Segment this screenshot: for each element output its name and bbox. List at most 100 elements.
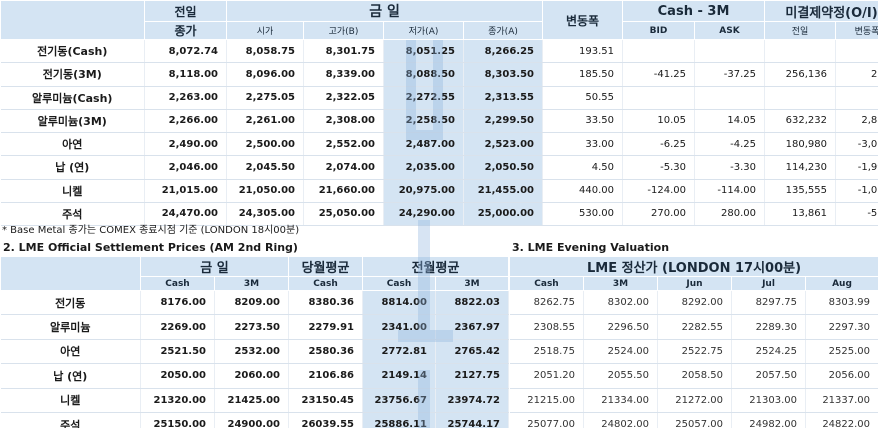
table-row: 주석 24,470.00 24,305.00 25,050.00 24,290.00 25… (0, 202, 878, 227)
cash-cell: 25077.00 (509, 412, 584, 428)
oi-change-cell (835, 86, 878, 110)
table-row: 니켈 21320.00 21425.00 23150.45 23756.67 23974.… (0, 388, 510, 413)
3m-cell: 21425.00 (214, 388, 290, 413)
oi-change-cell: -3,038 (835, 132, 878, 157)
bid-cell: -124.00 (622, 179, 696, 203)
prev-close-cell: 2,263.00 (144, 86, 227, 110)
3m-header: 3M (583, 276, 658, 291)
change-cell: 440.00 (542, 179, 624, 203)
change-cell: 530.00 (542, 202, 624, 227)
bid-cell (622, 39, 696, 64)
valuation-header: LME 정산가 (LONDON 17시00분) (508, 256, 878, 277)
close-cell: 2,050.50 (463, 155, 544, 180)
table-row: 아연 2,490.00 2,500.00 2,552.00 2,487.00 2,523.… (0, 132, 878, 157)
close-cell: 21,455.00 (463, 179, 544, 203)
high-cell: 2,308.00 (303, 109, 384, 134)
prev-month-3m-cell: 25744.17 (435, 412, 510, 428)
cash-cell: 8176.00 (140, 290, 215, 316)
prev-close-subheader: 종가 (144, 21, 227, 40)
jul-cell: 2524.25 (731, 339, 806, 365)
prev-month-cash-cell: 2772.81 (362, 339, 437, 365)
table-row: 25077.00 24802.00 25057.00 24982.00 24822.00 (509, 412, 878, 428)
high-cell: 25,050.00 (303, 202, 384, 227)
table-row: 니켈 21,015.00 21,050.00 21,660.00 20,975.00 21… (0, 179, 878, 203)
aug-cell: 2056.00 (805, 363, 878, 389)
low-cell: 2,487.00 (383, 132, 464, 157)
prev-cash-header: Cash (362, 276, 437, 291)
low-cell: 8,088.50 (383, 62, 464, 87)
low-cell: 2,035.00 (383, 155, 464, 180)
3m-cell: 8302.00 (583, 290, 658, 316)
metal-name: 알루미늄 (0, 314, 141, 340)
prev-close-cell: 8,072.74 (144, 39, 227, 64)
3m-header: 3M (213, 276, 290, 291)
high-header: 고가(B) (303, 21, 384, 40)
aug-header: Aug (804, 276, 878, 291)
item-header (0, 256, 141, 291)
low-header: 저가(A) (383, 21, 464, 40)
oi-change-cell (835, 39, 878, 64)
close-cell: 2,523.00 (463, 132, 544, 157)
3m-cell: 2524.00 (583, 339, 658, 365)
table-row: 주석 25150.00 24900.00 26039.55 25886.11 25744.… (0, 412, 510, 428)
open-cell: 8,096.00 (226, 62, 304, 87)
month-avg-cell: 26039.55 (288, 412, 364, 428)
low-cell: 20,975.00 (383, 179, 464, 203)
jun-cell: 25057.00 (657, 412, 732, 428)
open-cell: 8,058.75 (226, 39, 304, 64)
low-cell: 2,258.50 (383, 109, 464, 134)
table-row: 2308.55 2296.50 2282.55 2289.30 2297.30 (509, 314, 878, 340)
cash-cell: 2521.50 (140, 339, 215, 365)
table-row: 납 (연) 2,046.00 2,045.50 2,074.00 2,035.00 2,0… (0, 155, 878, 180)
jul-cell: 8297.75 (731, 290, 806, 316)
jun-cell: 8292.00 (657, 290, 732, 316)
cash-3m-header: Cash - 3M (622, 0, 766, 22)
metal-name: 전기동(Cash) (0, 39, 145, 64)
3m-cell: 2055.50 (583, 363, 658, 389)
prev-month-cash-cell: 25886.11 (362, 412, 437, 428)
table-row: 21215.00 21334.00 21272.00 21303.00 21337.00 (509, 388, 878, 413)
month-avg-cell: 2279.91 (288, 314, 364, 340)
oi-change-cell: 279 (835, 62, 878, 87)
3m-cell: 2532.00 (214, 339, 290, 365)
prev-close-cell: 2,046.00 (144, 155, 227, 180)
jun-cell: 2282.55 (657, 314, 732, 340)
cash-cell: 8262.75 (509, 290, 584, 316)
change-cell: 4.50 (542, 155, 624, 180)
open-cell: 2,275.05 (226, 86, 304, 110)
prev-month-3m-cell: 2127.75 (435, 363, 510, 389)
high-cell: 2,074.00 (303, 155, 384, 180)
ask-cell (694, 86, 766, 110)
table-row: 전기동 8176.00 8209.00 8380.36 8814.00 8822.03 (0, 290, 510, 316)
open-cell: 2,261.00 (226, 109, 304, 134)
lme-daily-price-table: 전일 금 일 변동폭 Cash - 3M 미결제약정(O/I) 종가 시가 고가… (0, 0, 878, 227)
ask-cell: -4.25 (694, 132, 766, 157)
table-row: 납 (연) 2050.00 2060.00 2106.86 2149.14 2127.75 (0, 363, 510, 389)
metal-name: 니켈 (0, 388, 141, 413)
metal-name: 알루미늄(Cash) (0, 86, 145, 110)
oi-change-cell: -1,050 (835, 179, 878, 203)
aug-cell: 2297.30 (805, 314, 878, 340)
metal-name: 주석 (0, 202, 145, 227)
oi-prev-cell: 13,861 (764, 202, 837, 227)
high-cell: 21,660.00 (303, 179, 384, 203)
cash-cell: 2308.55 (509, 314, 584, 340)
evening-valuation-table: LME 정산가 (LONDON 17시00분) Cash 3M Jun Jul … (508, 256, 878, 428)
prev-3m-header: 3M (435, 276, 510, 291)
oi-change-cell: -579 (835, 202, 878, 227)
3m-cell: 2060.00 (214, 363, 290, 389)
item-header (0, 0, 145, 40)
3m-cell: 2296.50 (583, 314, 658, 340)
open-cell: 2,045.50 (226, 155, 304, 180)
month-avg-cell: 2580.36 (288, 339, 364, 365)
open-cell: 2,500.00 (226, 132, 304, 157)
oi-prev-cell (764, 39, 837, 64)
table-row: 아연 2521.50 2532.00 2580.36 2772.81 2765.42 (0, 339, 510, 365)
avg-cash-header: Cash (288, 276, 364, 291)
jun-cell: 2522.75 (657, 339, 732, 365)
table-row: 2051.20 2055.50 2058.50 2057.50 2056.00 (509, 363, 878, 389)
ask-cell: 280.00 (694, 202, 766, 227)
close-cell: 8,303.50 (463, 62, 544, 87)
prev-month-3m-cell: 23974.72 (435, 388, 510, 413)
jun-cell: 21272.00 (657, 388, 732, 413)
